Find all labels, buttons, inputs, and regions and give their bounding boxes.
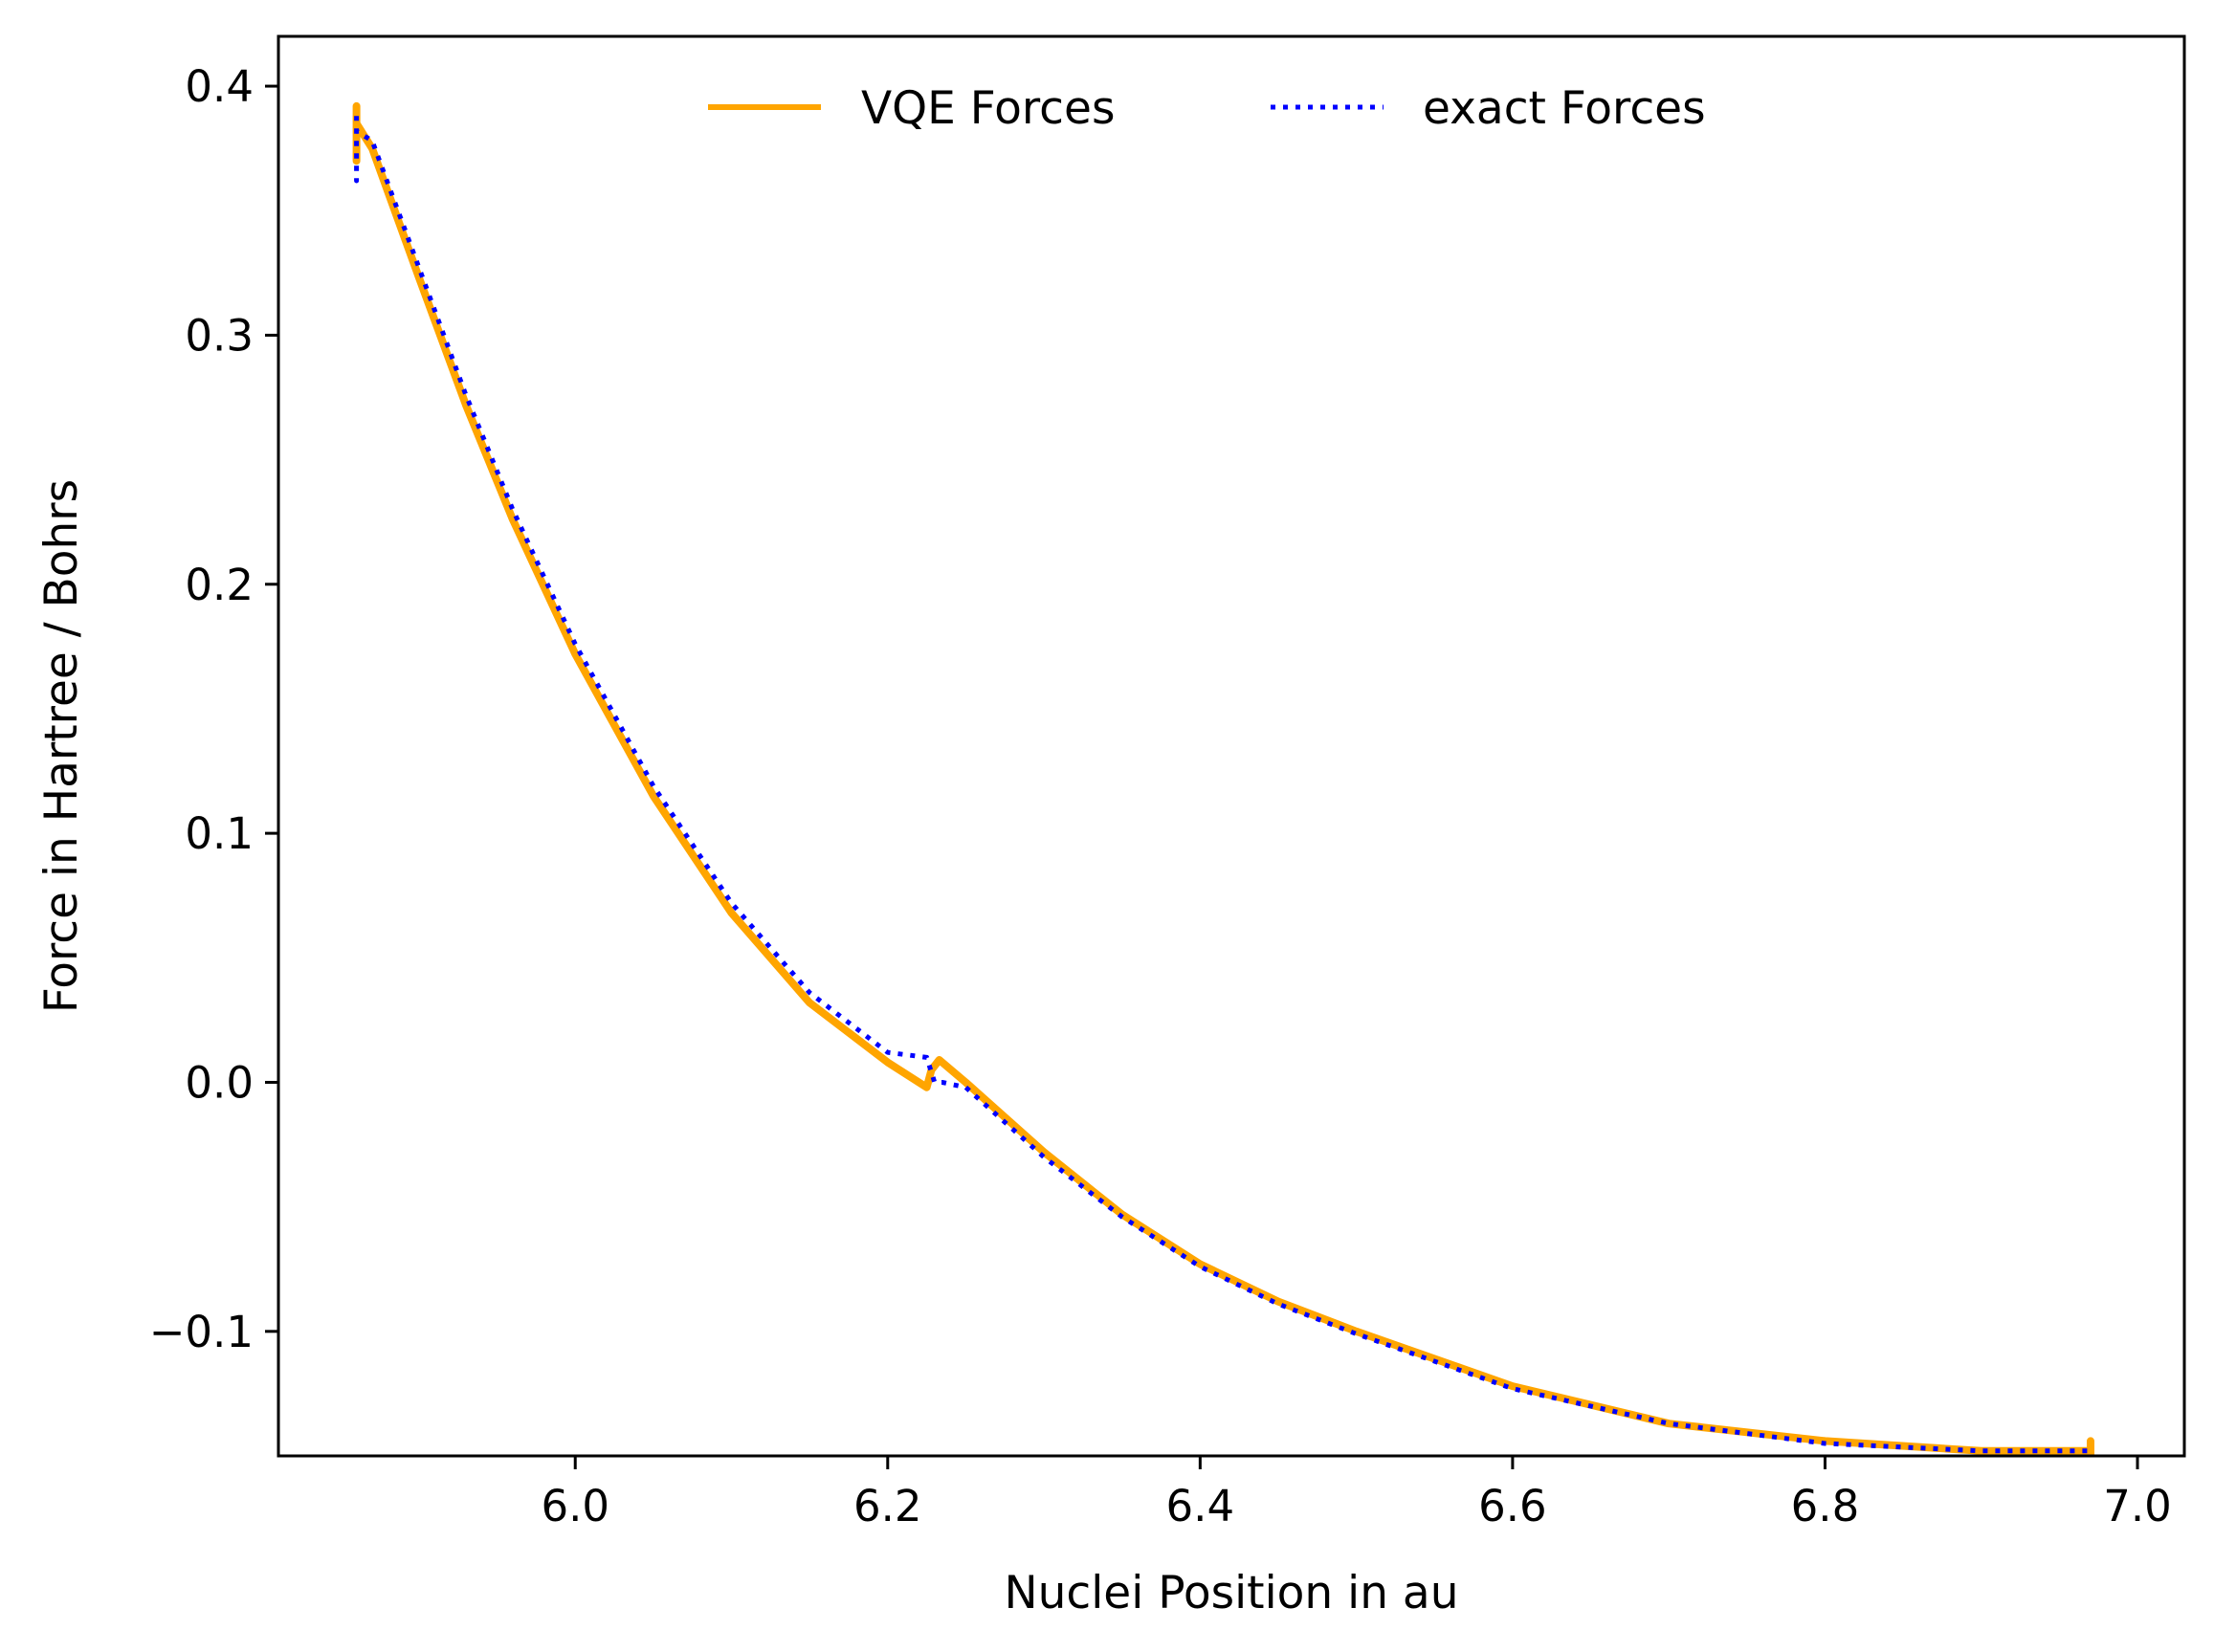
y-axis-label: Force in Hartree / Bohrs	[35, 479, 88, 1013]
y-tick-label: 0.0	[185, 1057, 254, 1108]
x-tick-label: 6.4	[1166, 1481, 1235, 1531]
x-axis-label: Nuclei Position in au	[1004, 1567, 1458, 1619]
x-tick-label: 6.6	[1478, 1481, 1547, 1531]
y-tick-label: 0.4	[185, 61, 254, 112]
x-tick-label: 6.2	[853, 1481, 922, 1531]
series-line-1	[354, 116, 2093, 1456]
x-tick-label: 7.0	[2103, 1481, 2172, 1531]
legend-label-0: VQE Forces	[861, 82, 1115, 135]
series-layer	[352, 101, 2094, 1456]
y-tick-label: −0.1	[149, 1307, 254, 1357]
x-axis-ticks: 6.0 6.2 6.4 6.6 6.8 7.0	[541, 1456, 2172, 1531]
y-tick-label: 0.1	[185, 808, 254, 859]
x-tick-label: 6.0	[541, 1481, 609, 1531]
x-tick-label: 6.8	[1791, 1481, 1860, 1531]
legend: VQE Forces exact Forces	[708, 82, 1706, 135]
y-tick-label: 0.2	[185, 560, 254, 610]
series-line-0	[352, 101, 2094, 1456]
plot-frame	[277, 34, 2186, 1458]
legend-label-1: exact Forces	[1423, 82, 1706, 135]
y-tick-label: 0.3	[185, 310, 254, 361]
y-axis-ticks: −0.1 0.0 0.1 0.2 0.3 0.4	[149, 61, 278, 1357]
